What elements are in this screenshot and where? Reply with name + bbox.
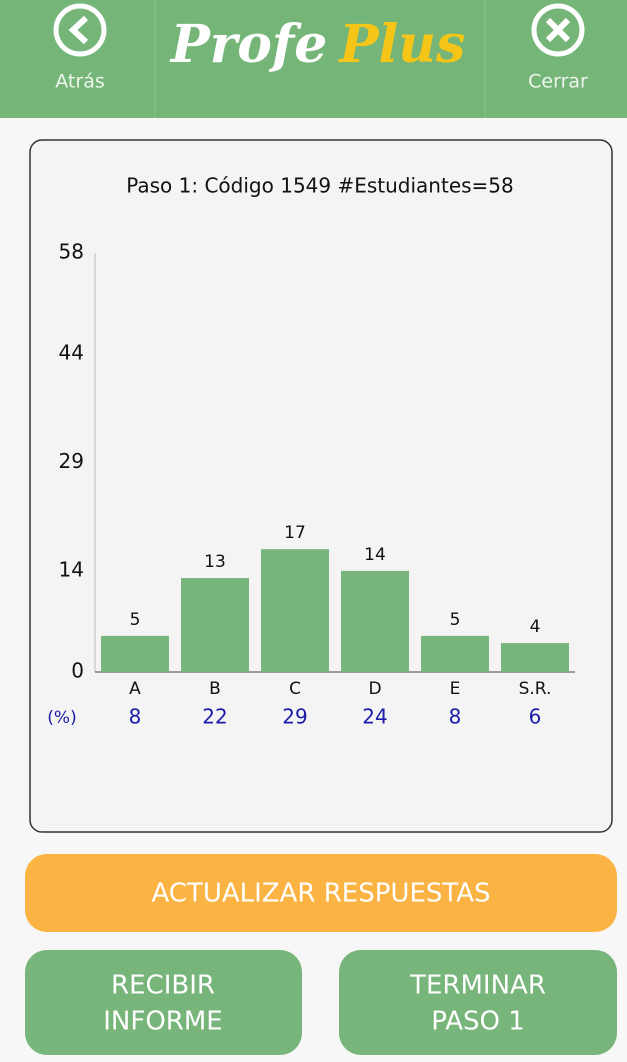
title-part: Profe bbox=[169, 14, 328, 75]
percent-value: 22 bbox=[202, 705, 227, 729]
button-label: INFORME bbox=[103, 1007, 222, 1037]
x-tick-label: S.R. bbox=[519, 679, 552, 699]
data-label: 13 bbox=[204, 552, 226, 572]
bar bbox=[101, 636, 169, 672]
button-bg bbox=[339, 950, 617, 1055]
y-tick-label: 14 bbox=[59, 557, 84, 581]
percent-value: 8 bbox=[449, 705, 462, 729]
title-part: Plus bbox=[337, 14, 465, 75]
update-button[interactable]: ACTUALIZAR RESPUESTAS bbox=[25, 854, 617, 932]
bar bbox=[181, 578, 249, 672]
y-tick-label: 44 bbox=[59, 341, 84, 365]
page: Atrás ProfePlus Cerrar Paso 1: Código 15… bbox=[0, 0, 627, 1062]
data-label: 5 bbox=[450, 610, 461, 630]
x-tick-label: B bbox=[209, 679, 221, 699]
percent-value: 24 bbox=[362, 705, 387, 729]
finish-button[interactable]: TERMINAR PASO 1 bbox=[339, 950, 617, 1055]
x-tick-label: D bbox=[368, 679, 381, 699]
bar bbox=[501, 643, 569, 672]
percent-value: 8 bbox=[129, 705, 142, 729]
bar bbox=[261, 549, 329, 672]
chart-title: Paso 1: Código 1549 #Estudiantes=58 bbox=[126, 174, 514, 198]
close-label: Cerrar bbox=[528, 71, 588, 93]
back-label: Atrás bbox=[55, 71, 104, 93]
data-label: 14 bbox=[364, 545, 386, 565]
y-tick-label: 58 bbox=[59, 240, 84, 264]
report-button[interactable]: RECIBIR INFORME bbox=[25, 950, 302, 1055]
y-tick-label: 0 bbox=[71, 659, 84, 683]
data-label: 4 bbox=[530, 617, 541, 637]
bar bbox=[421, 636, 489, 672]
button-label: PASO 1 bbox=[431, 1007, 525, 1037]
button-label: ACTUALIZAR RESPUESTAS bbox=[151, 879, 490, 909]
screen: Atrás ProfePlus Cerrar Paso 1: Código 15… bbox=[0, 0, 627, 1062]
bar bbox=[341, 571, 409, 672]
button-bg bbox=[25, 950, 302, 1055]
x-tick-label: E bbox=[450, 679, 461, 699]
data-label: 17 bbox=[284, 523, 306, 543]
percent-value: 6 bbox=[529, 705, 542, 729]
data-label: 5 bbox=[130, 610, 141, 630]
button-label: TERMINAR bbox=[409, 971, 546, 1001]
x-tick-label: A bbox=[129, 679, 141, 699]
button-label: RECIBIR bbox=[111, 971, 215, 1001]
percent-value: 29 bbox=[282, 705, 307, 729]
percent-label: (%) bbox=[47, 708, 76, 728]
chart-panel bbox=[30, 140, 612, 832]
y-tick-label: 29 bbox=[59, 449, 84, 473]
x-tick-label: C bbox=[289, 679, 301, 699]
